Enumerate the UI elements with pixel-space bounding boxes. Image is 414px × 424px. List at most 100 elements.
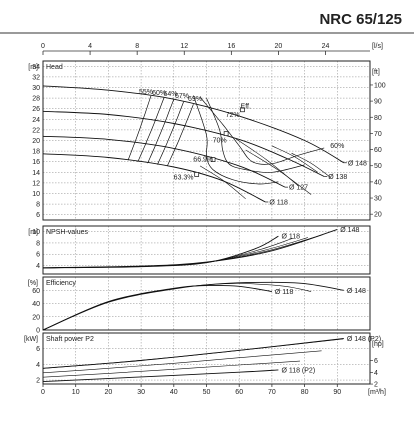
- curve-efficiency-intermediate: [42, 283, 312, 331]
- curve-power-intermediate: [42, 338, 344, 369]
- efficiency-label: 67%: [175, 93, 189, 100]
- left-axis-tick-label: 8: [36, 202, 40, 209]
- iso-efficiency-contour: [199, 96, 325, 165]
- right-axis-tick-label: 60: [374, 147, 382, 154]
- efficiency-label: 69%: [188, 96, 202, 103]
- efficiency-label: 55%: [139, 89, 153, 96]
- iso-efficiency-contour: [157, 101, 184, 165]
- curve-head-d-118: [42, 153, 266, 203]
- panel-frame-head: [42, 60, 371, 221]
- iso-efficiency-contour: [245, 149, 312, 195]
- left-axis-tick-label: 14: [32, 170, 40, 177]
- panel-label-head: Head: [46, 64, 63, 71]
- efficiency-label: 70%: [213, 138, 227, 145]
- panel-frame-efficiency: [42, 276, 371, 331]
- curve-power-intermediate: [42, 350, 322, 374]
- left-axis-tick-label: 60: [32, 288, 40, 295]
- right-unit-head: [ft]: [372, 69, 380, 76]
- right-axis-tick-label: 30: [374, 196, 382, 203]
- curve-label-npsh-d-118: Ø 118: [281, 234, 300, 241]
- top-axis-tick-label: 20: [275, 43, 283, 50]
- left-axis-tick-label: 6: [36, 212, 40, 219]
- bottom-axis-unit: [m³/h]: [368, 389, 386, 396]
- curve-label-head-d-138: Ø 138: [328, 174, 347, 181]
- left-axis-tick-label: 22: [32, 127, 40, 134]
- iso-efficiency-contour: [193, 95, 279, 185]
- left-axis-tick-label: 26: [32, 106, 40, 113]
- bottom-axis-tick-label: 70: [268, 389, 276, 396]
- curve-label-efficiency-d-118: Ø 118: [275, 289, 294, 296]
- efficiency-label: 64%: [164, 91, 178, 98]
- curve-layer: [42, 85, 347, 383]
- bottom-axis-tick-label: 90: [333, 389, 341, 396]
- left-unit-efficiency: [%]: [28, 280, 38, 287]
- panel-frame-npsh: [42, 225, 371, 275]
- iso-efficiency-contour: [166, 104, 194, 167]
- bottom-axis-tick-label: 80: [301, 389, 309, 396]
- curve-label-head-d-148: Ø 148: [348, 160, 367, 167]
- bottom-axis-tick-label: 60: [235, 389, 243, 396]
- iso-efficiency-contour: [206, 97, 305, 173]
- curve-head-d-148: [42, 85, 345, 164]
- panel-label-power: Shaft power P2: [46, 336, 94, 343]
- curve-npsh-intermediate: [42, 237, 294, 269]
- right-axis-tick-label: 20: [374, 212, 382, 219]
- left-axis-tick-label: 4: [36, 362, 40, 369]
- left-axis-tick-label: 10: [32, 191, 40, 198]
- efficiency-marker: [240, 107, 245, 113]
- bottom-axis-tick-label: 40: [170, 389, 178, 396]
- pump-model-title: NRC 65/125: [319, 11, 402, 28]
- bottom-axis-tick-label: 50: [203, 389, 211, 396]
- efficiency-label: 66.9%: [193, 157, 213, 164]
- left-axis-tick-label: 18: [32, 149, 40, 156]
- left-axis-tick-label: 24: [32, 117, 40, 124]
- curve-power-d-118-p2: [42, 369, 279, 383]
- curve-label-head-d-118: Ø 118: [269, 199, 288, 206]
- curve-npsh-d-118: [42, 235, 279, 269]
- left-axis-tick-label: 32: [32, 74, 40, 81]
- top-axis-tick-label: 0: [41, 43, 45, 50]
- label-layer: 0 4 8 12 16 20 24 [l/s]681012141618202224262830…: [24, 43, 386, 396]
- right-axis-tick-label: 4: [374, 370, 378, 377]
- panel-label-npsh: NPSH-values: [46, 229, 89, 236]
- efficiency-label: Eff.: [241, 104, 251, 111]
- iso-efficiency-contour: [271, 145, 318, 173]
- curve-label-power-d-118-p2: Ø 118 (P2): [281, 367, 315, 374]
- bottom-axis-tick-label: 20: [105, 389, 113, 396]
- curve-efficiency-d-148: [42, 281, 344, 331]
- left-unit-head: [m]: [28, 64, 38, 71]
- left-unit-npsh: [m]: [28, 229, 38, 236]
- bottom-axis-tick-label: 10: [72, 389, 80, 396]
- curve-efficiency-d-118: [42, 284, 272, 331]
- iso-efficiency-contour: [127, 95, 152, 161]
- left-axis-tick-label: 2: [36, 378, 40, 385]
- top-axis-tick-label: 8: [135, 43, 139, 50]
- right-axis-tick-label: 70: [374, 131, 382, 138]
- title-bar: NRC 65/125: [0, 0, 414, 46]
- left-axis-tick-label: 34: [32, 64, 40, 71]
- left-axis-tick-label: 8: [36, 240, 40, 247]
- right-axis-tick-label: 90: [374, 99, 382, 106]
- left-axis-tick-label: 4: [36, 263, 40, 270]
- left-axis-tick-label: 40: [32, 301, 40, 308]
- iso-efficiency-contour: [291, 152, 331, 178]
- right-axis-tick-label: 80: [374, 115, 382, 122]
- efficiency-marker: [210, 157, 216, 162]
- right-axis-tick-label: 40: [374, 179, 382, 186]
- bottom-axis-tick-label: 0: [41, 389, 45, 396]
- left-axis-tick-label: 16: [32, 159, 40, 166]
- efficiency-label: 63.3%: [174, 175, 194, 182]
- iso-efficiency-contour: [235, 138, 299, 186]
- left-axis-tick-label: 6: [36, 252, 40, 259]
- left-axis-tick-label: 28: [32, 96, 40, 103]
- curve-label-power-d-148-p2: Ø 148 (P2): [347, 336, 381, 343]
- bottom-axis-tick-label: 30: [137, 389, 145, 396]
- right-axis-tick-label: 2: [374, 382, 378, 389]
- panel-frames: [42, 50, 373, 387]
- right-axis-tick-label: 100: [374, 82, 386, 89]
- panel-label-efficiency: Efficiency: [46, 280, 76, 287]
- top-axis-unit: [l/s]: [372, 43, 383, 50]
- iso-efficiency-contour: [147, 99, 175, 164]
- efficiency-marker: [223, 131, 229, 136]
